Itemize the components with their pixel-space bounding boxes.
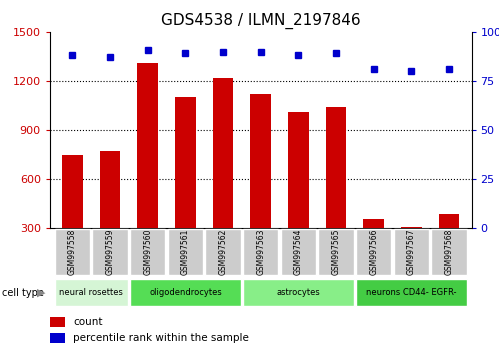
FancyBboxPatch shape bbox=[280, 229, 316, 275]
Bar bbox=[62, 155, 83, 228]
FancyBboxPatch shape bbox=[130, 229, 166, 275]
Text: percentile rank within the sample: percentile rank within the sample bbox=[73, 333, 249, 343]
Text: GSM997564: GSM997564 bbox=[294, 229, 303, 275]
Text: cell type: cell type bbox=[2, 288, 44, 298]
Text: neurons CD44- EGFR-: neurons CD44- EGFR- bbox=[366, 289, 457, 297]
Text: GSM997562: GSM997562 bbox=[219, 229, 228, 275]
FancyBboxPatch shape bbox=[318, 229, 354, 275]
Bar bbox=[100, 152, 120, 228]
Text: GSM997563: GSM997563 bbox=[256, 229, 265, 275]
Text: GSM997560: GSM997560 bbox=[143, 229, 152, 275]
Bar bbox=[363, 218, 384, 228]
Text: ▶: ▶ bbox=[37, 288, 46, 298]
FancyBboxPatch shape bbox=[55, 279, 128, 307]
FancyBboxPatch shape bbox=[92, 229, 128, 275]
Text: GSM997558: GSM997558 bbox=[68, 229, 77, 275]
Bar bbox=[250, 94, 271, 228]
Bar bbox=[401, 227, 422, 228]
Text: GSM997566: GSM997566 bbox=[369, 229, 378, 275]
FancyBboxPatch shape bbox=[356, 229, 391, 275]
FancyBboxPatch shape bbox=[55, 229, 90, 275]
Text: count: count bbox=[73, 317, 103, 327]
Text: GSM997567: GSM997567 bbox=[407, 229, 416, 275]
FancyBboxPatch shape bbox=[206, 229, 241, 275]
FancyBboxPatch shape bbox=[168, 229, 203, 275]
Text: neural rosettes: neural rosettes bbox=[59, 289, 123, 297]
FancyBboxPatch shape bbox=[394, 229, 429, 275]
Text: GSM997559: GSM997559 bbox=[106, 229, 115, 275]
Bar bbox=[439, 213, 459, 228]
Bar bbox=[50, 317, 65, 327]
Bar bbox=[213, 78, 234, 228]
Bar bbox=[137, 63, 158, 228]
Bar bbox=[175, 97, 196, 228]
Text: astrocytes: astrocytes bbox=[276, 289, 320, 297]
Text: GSM997561: GSM997561 bbox=[181, 229, 190, 275]
Title: GDS4538 / ILMN_2197846: GDS4538 / ILMN_2197846 bbox=[161, 13, 361, 29]
FancyBboxPatch shape bbox=[431, 229, 467, 275]
Bar bbox=[326, 107, 346, 228]
Text: GSM997568: GSM997568 bbox=[445, 229, 454, 275]
Text: GSM997565: GSM997565 bbox=[331, 229, 340, 275]
Bar bbox=[50, 333, 65, 343]
FancyBboxPatch shape bbox=[243, 229, 278, 275]
Bar bbox=[288, 112, 309, 228]
FancyBboxPatch shape bbox=[356, 279, 467, 307]
FancyBboxPatch shape bbox=[130, 279, 241, 307]
Text: oligodendrocytes: oligodendrocytes bbox=[149, 289, 222, 297]
FancyBboxPatch shape bbox=[243, 279, 354, 307]
